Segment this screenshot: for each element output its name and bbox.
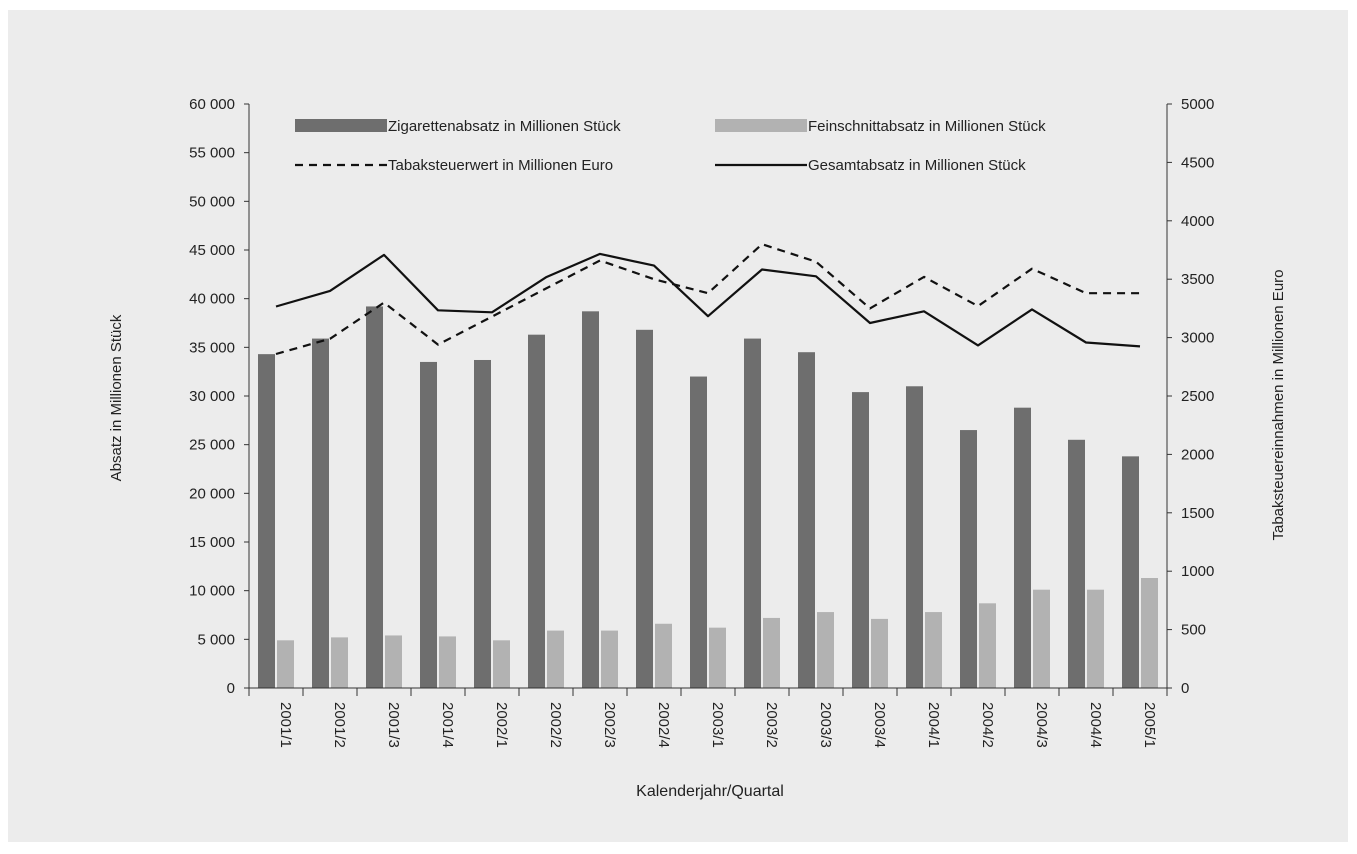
- bar-feinschnitt: [1087, 589, 1104, 688]
- y-right-tick-label: 4500: [1181, 154, 1214, 171]
- bar-zigaretten: [852, 392, 869, 688]
- bars-layer: [258, 306, 1158, 688]
- y-axis-right-label: Tabaksteuereinnahmen in Millionen Euro: [1270, 270, 1287, 541]
- x-tick-label: 2004/4: [1087, 702, 1104, 748]
- x-tick-label: 2003/3: [817, 702, 834, 748]
- x-tick-label: 2002/2: [547, 702, 564, 748]
- y-right-tick-label: 1000: [1181, 563, 1214, 580]
- bar-feinschnitt: [709, 627, 726, 688]
- y-right-tick-label: 2500: [1181, 388, 1214, 405]
- bar-feinschnitt: [277, 640, 294, 688]
- legend-zigaretten-swatch: [295, 119, 387, 132]
- y-left-tick-label: 40 000: [189, 291, 235, 308]
- legend-feinschnitt: Feinschnittabsatz in Millionen Stück: [715, 118, 1046, 135]
- legend-tabaksteuerwert: Tabaksteuerwert in Millionen Euro: [295, 157, 613, 174]
- legend-gesamtabsatz: Gesamtabsatz in Millionen Stück: [715, 157, 1026, 174]
- bar-feinschnitt: [925, 612, 942, 688]
- bar-zigaretten: [960, 430, 977, 688]
- y-axis-left-label: Absatz in Millionen Stück: [108, 314, 125, 481]
- x-tick-label: 2004/2: [979, 702, 996, 748]
- bar-feinschnitt: [871, 618, 888, 688]
- line-tabaksteuerwert: [275, 243, 1140, 356]
- bar-zigaretten: [1068, 439, 1085, 688]
- y-left-tick-label: 45 000: [189, 242, 235, 259]
- legend-zigaretten: Zigarettenabsatz in Millionen Stück: [295, 118, 621, 135]
- y-right-tick-label: 500: [1181, 622, 1206, 639]
- bar-feinschnitt: [817, 612, 834, 688]
- y-right-tick-label: 2000: [1181, 446, 1214, 463]
- y-left-tick-label: 25 000: [189, 437, 235, 454]
- bar-zigaretten: [906, 386, 923, 688]
- bar-feinschnitt: [1141, 578, 1158, 688]
- bar-zigaretten: [420, 361, 437, 688]
- legend: Zigarettenabsatz in Millionen Stück Feins…: [295, 118, 1046, 174]
- y-right-tick-label: 5000: [1181, 96, 1214, 113]
- x-tick-label: 2001/2: [331, 702, 348, 748]
- legend-feinschnitt-swatch: [715, 119, 807, 132]
- chart-svg: 0 5 000 10 000 15 000 20 000 25 000 30 000 35 0…: [108, 96, 1287, 800]
- y-right-tick-label: 4000: [1181, 213, 1214, 230]
- line-gesamtabsatz: [275, 252, 1141, 348]
- bar-zigaretten: [366, 306, 383, 688]
- x-tick-label: 2003/2: [763, 702, 780, 748]
- bar-zigaretten: [1122, 456, 1139, 688]
- bar-zigaretten: [312, 338, 329, 688]
- bar-feinschnitt: [1033, 589, 1050, 688]
- y-left-tick-label: 0: [227, 680, 235, 697]
- x-tick-label: 2004/1: [925, 702, 942, 748]
- y-right-tick-label: 1500: [1181, 505, 1214, 522]
- x-axis-label: Kalenderjahr/Quartal: [636, 783, 784, 800]
- y-left-tick-label: 10 000: [189, 583, 235, 600]
- bar-feinschnitt: [385, 635, 402, 688]
- legend-gesamtabsatz-label: Gesamtabsatz in Millionen Stück: [808, 157, 1026, 174]
- y-right-tick-label: 0: [1181, 680, 1189, 697]
- x-tick-label: 2001/4: [439, 702, 456, 748]
- x-tick-label: 2004/3: [1033, 702, 1050, 748]
- bar-zigaretten: [798, 352, 815, 688]
- y-left-tick-label: 20 000: [189, 485, 235, 502]
- chart-panel: 0 5 000 10 000 15 000 20 000 25 000 30 000 35 0…: [8, 10, 1348, 842]
- bar-feinschnitt: [547, 630, 564, 688]
- x-tick-label: 2001/3: [385, 702, 402, 748]
- bar-zigaretten: [258, 354, 275, 688]
- x-tick-label: 2003/1: [709, 702, 726, 748]
- legend-tabaksteuerwert-label: Tabaksteuerwert in Millionen Euro: [388, 157, 613, 174]
- bar-zigaretten: [636, 329, 653, 688]
- x-tick-label: 2001/1: [277, 702, 294, 748]
- x-tick-label: 2005/1: [1141, 702, 1158, 748]
- y-left-tick-label: 5 000: [197, 631, 235, 648]
- y-left-tick-label: 50 000: [189, 193, 235, 210]
- y-left-tick-label: 15 000: [189, 534, 235, 551]
- bar-feinschnitt: [331, 637, 348, 688]
- bar-feinschnitt: [493, 640, 510, 688]
- bar-feinschnitt: [763, 617, 780, 688]
- bar-zigaretten: [474, 359, 491, 688]
- bar-zigaretten: [1014, 407, 1031, 688]
- bar-zigaretten: [528, 334, 545, 688]
- y-right-tick-label: 3000: [1181, 330, 1214, 347]
- bar-zigaretten: [690, 376, 707, 688]
- bar-feinschnitt: [979, 603, 996, 688]
- x-tick-label: 2002/4: [655, 702, 672, 748]
- legend-feinschnitt-label: Feinschnittabsatz in Millionen Stück: [808, 118, 1046, 135]
- y-left-tick-label: 35 000: [189, 339, 235, 356]
- bar-feinschnitt: [601, 630, 618, 688]
- lines-layer: [275, 243, 1141, 356]
- y-left-tick-label: 30 000: [189, 388, 235, 405]
- x-tick-label: 2002/3: [601, 702, 618, 748]
- bar-zigaretten: [744, 338, 761, 688]
- y-right-tick-label: 3500: [1181, 271, 1214, 288]
- y-left-tick-label: 55 000: [189, 145, 235, 162]
- axes-layer: 0 5 000 10 000 15 000 20 000 25 000 30 000 35 0…: [189, 96, 1214, 748]
- legend-zigaretten-label: Zigarettenabsatz in Millionen Stück: [388, 118, 621, 135]
- bar-zigaretten: [582, 311, 599, 688]
- bar-feinschnitt: [439, 636, 456, 688]
- y-left-tick-label: 60 000: [189, 96, 235, 113]
- x-tick-label: 2002/1: [493, 702, 510, 748]
- x-tick-label: 2003/4: [871, 702, 888, 748]
- bar-feinschnitt: [655, 623, 672, 688]
